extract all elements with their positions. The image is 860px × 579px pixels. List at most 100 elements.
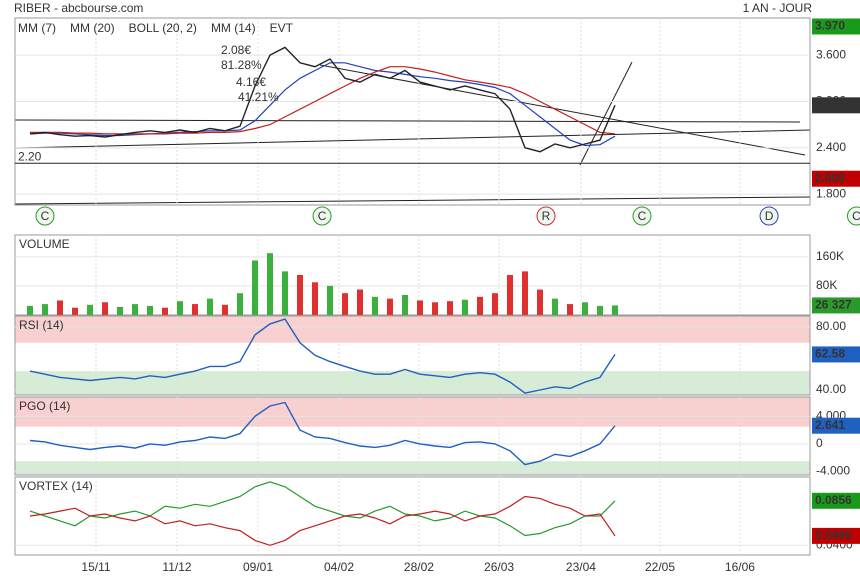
volume-bar [207, 298, 213, 315]
x-tick-label: 04/02 [324, 560, 354, 574]
x-tick-label: 22/05 [645, 560, 675, 574]
value-line [29, 46, 616, 153]
series-line [29, 495, 616, 546]
price-tag-label: 2.000 [815, 171, 845, 185]
volume-bar [87, 304, 93, 315]
legend-entry: MM (20) [70, 21, 115, 35]
event-label: C [318, 209, 327, 223]
x-tick-label: 16/06 [725, 560, 755, 574]
x-tick-label: 09/01 [243, 560, 273, 574]
volume-bar [252, 260, 258, 315]
volume-bar [282, 271, 288, 315]
price-tag [812, 170, 860, 187]
volume-bar [237, 293, 243, 315]
y-tick-label: 1.800 [816, 186, 846, 200]
y-tick-label: 160K [816, 249, 844, 263]
x-tick-label: 28/02 [404, 560, 434, 574]
volume-bar [447, 301, 453, 315]
volume-bar [477, 296, 483, 315]
price-tag [812, 297, 860, 314]
zone [15, 461, 810, 475]
volume-bar [177, 301, 183, 315]
event-label: R [542, 209, 551, 223]
y-tick-label: -4.000 [816, 464, 850, 478]
price-tag [812, 18, 860, 35]
panel-frame [14, 234, 811, 316]
price-tag-label: 26 327 [815, 298, 852, 312]
series-line [29, 481, 616, 537]
event-marker [847, 206, 860, 226]
event-marker [35, 206, 55, 226]
event-marker [536, 206, 556, 226]
volume-bar [327, 285, 333, 315]
level-label: 2.20 [18, 149, 42, 163]
volume-bar [402, 295, 408, 315]
y-tick-label: 2.400 [816, 140, 846, 154]
volume-bar [222, 304, 228, 315]
panel-title: VORTEX (14) [19, 479, 93, 493]
panel-frame [14, 396, 811, 476]
panel-title: PGO (14) [19, 399, 70, 413]
volume-bar [597, 305, 603, 315]
annotation: 4.16€ [236, 75, 266, 89]
event-label: D [765, 209, 774, 223]
zone [15, 397, 810, 427]
event-label: C [41, 209, 50, 223]
volume-bar [57, 300, 63, 315]
price-tag-label: 0.0496 [815, 528, 852, 542]
value-line [29, 318, 616, 394]
y-tick-label: 80K [816, 278, 837, 292]
volume-bar [312, 282, 318, 315]
volume-bar [192, 304, 198, 315]
volume-bar [567, 304, 573, 315]
price-tag-label: 2.641 [815, 418, 845, 432]
zone [15, 316, 810, 343]
volume-bar [267, 253, 273, 315]
x-tick-label: 26/03 [484, 560, 514, 574]
volume-bar [507, 275, 513, 315]
price-tag-label: 3.970 [815, 19, 845, 33]
volume-bar [27, 305, 33, 315]
annotation: 41.21% [238, 90, 279, 104]
price-tag-label: 2.950 [815, 97, 845, 111]
panel-title: RSI (14) [19, 318, 64, 332]
y-tick-label: 40.00 [816, 382, 846, 396]
volume-bar [417, 300, 423, 315]
x-tick-label: 23/04 [566, 560, 596, 574]
price-tag [812, 417, 860, 434]
volume-bar [342, 293, 348, 315]
event-marker [632, 206, 652, 226]
price-tag-label: 62.58 [815, 347, 845, 361]
annotation: 81.28% [221, 58, 262, 72]
volume-bar [432, 302, 438, 315]
volume-bar [522, 271, 528, 315]
price-tag [812, 527, 860, 544]
volume-bar [537, 289, 543, 315]
y-tick-label: 3.600 [816, 47, 846, 61]
x-tick-label: 15/11 [81, 560, 110, 574]
legend-entry: EVT [270, 21, 294, 35]
period: 1 AN - JOUR [743, 1, 813, 15]
event-marker [759, 206, 779, 226]
x-tick-label: 11/12 [162, 560, 191, 574]
y-tick-label: 80.00 [816, 319, 846, 333]
y-tick-label: 0 [816, 436, 823, 450]
panel-frame [14, 315, 811, 396]
volume-bar [372, 296, 378, 315]
series-line [29, 62, 616, 147]
volume-bar [72, 307, 78, 315]
value-line [29, 401, 616, 466]
volume-bar [147, 305, 153, 315]
volume-bar [552, 298, 558, 315]
legend-entry: MM (14) [211, 21, 256, 35]
trendlines [14, 61, 811, 205]
annotation: 2.08€ [221, 43, 251, 57]
event-label: C [638, 209, 647, 223]
volume-bar [492, 293, 498, 315]
price-tag [812, 492, 860, 509]
volume-bar [612, 305, 618, 315]
price-tag [812, 346, 860, 363]
panel-frame [14, 476, 811, 556]
